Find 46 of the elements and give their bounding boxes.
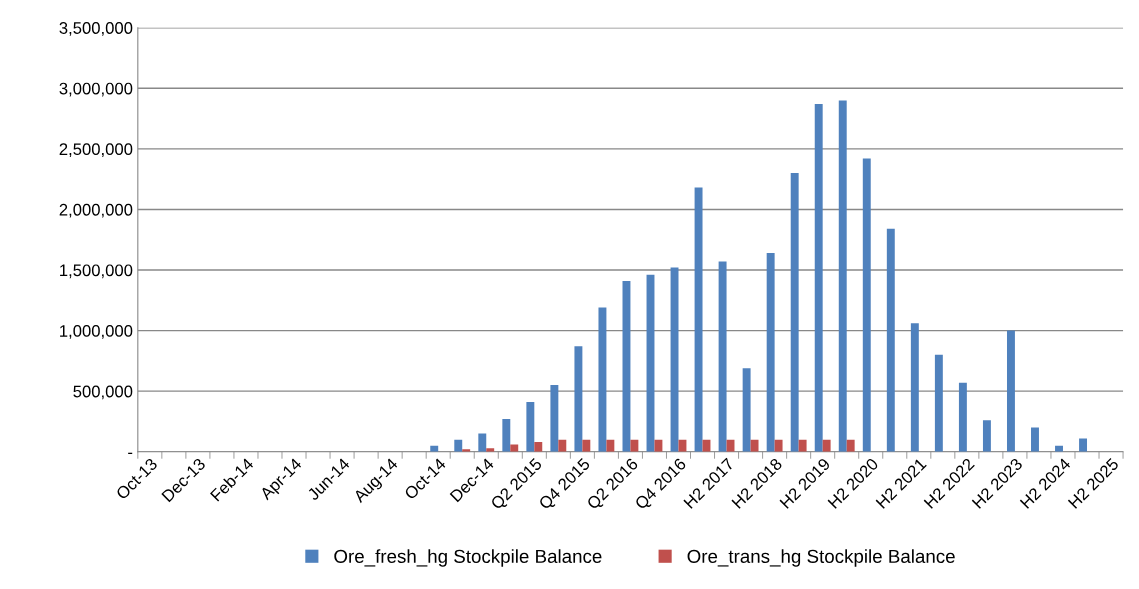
bar	[798, 439, 807, 452]
y-tick-label: 3,000,000	[59, 82, 133, 97]
bar	[958, 382, 967, 452]
bar	[654, 439, 663, 452]
bar	[606, 439, 615, 452]
bar	[1006, 330, 1015, 452]
bar	[502, 419, 511, 452]
bar	[526, 402, 535, 452]
y-tick-label: 3,500,000	[59, 22, 133, 36]
bar	[982, 420, 991, 452]
bar	[1079, 438, 1088, 452]
bar	[774, 439, 783, 452]
legend-label: Ore_fresh_hg Stockpile Balance	[334, 549, 602, 567]
y-tick-label: 500,000	[73, 385, 133, 400]
y-tick-label: 1,500,000	[60, 264, 133, 279]
bar	[862, 158, 871, 452]
bar	[694, 187, 703, 452]
bar	[934, 354, 943, 452]
bar	[718, 261, 727, 452]
bar	[558, 439, 567, 452]
bar	[678, 439, 687, 452]
bar	[582, 439, 591, 452]
y-tick-label: -	[128, 452, 133, 455]
bar	[750, 439, 759, 452]
legend-label: Ore_trans_hg Stockpile Balance	[687, 549, 955, 567]
bar	[454, 439, 463, 452]
bar	[838, 100, 847, 452]
bar	[574, 346, 583, 452]
bar	[478, 433, 487, 452]
y-tick-label: 1,000,000	[60, 325, 133, 339]
bar	[550, 385, 559, 452]
bar	[1031, 427, 1039, 452]
y-tick-label: 2,000,000	[59, 203, 133, 218]
bar	[742, 368, 751, 452]
bar	[886, 228, 895, 452]
bar	[534, 442, 543, 452]
bar	[910, 323, 919, 452]
bar	[822, 439, 831, 452]
bar	[790, 173, 799, 452]
bar	[766, 253, 775, 452]
bar	[630, 439, 639, 452]
bar	[598, 307, 607, 452]
bar	[510, 444, 519, 452]
bar	[814, 104, 823, 452]
bar	[846, 439, 855, 452]
y-tick-label: 2,500,000	[59, 143, 133, 158]
